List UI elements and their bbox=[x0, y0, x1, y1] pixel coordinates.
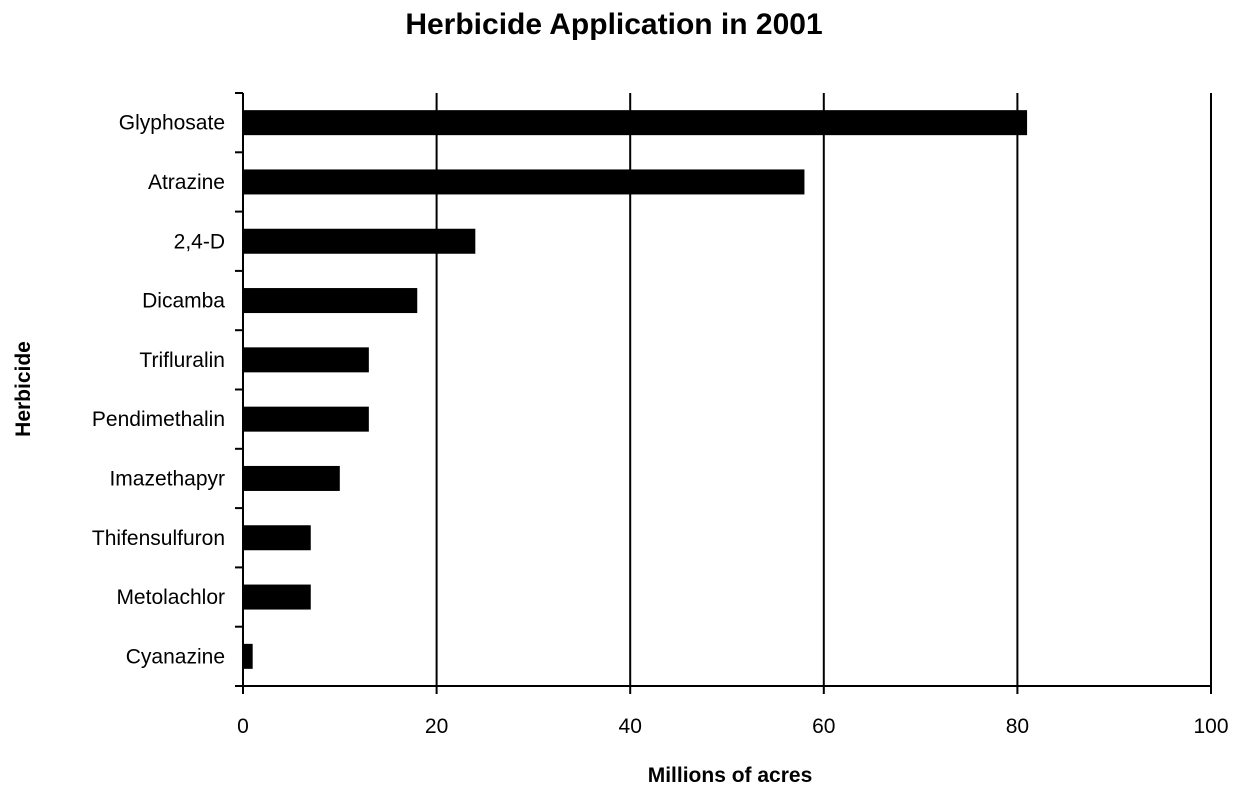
x-tick-label: 40 bbox=[619, 715, 642, 738]
bar-imazethapyr bbox=[243, 465, 340, 491]
y-axis-title: Herbicide bbox=[12, 341, 35, 437]
bar-cyanazine bbox=[243, 643, 253, 669]
y-tick-label: Metolachlor bbox=[116, 586, 225, 609]
bar-trifluralin bbox=[243, 347, 369, 373]
bar-atrazine bbox=[243, 169, 805, 195]
x-tick-label: 100 bbox=[1193, 715, 1228, 738]
y-tick-label: Dicamba bbox=[142, 290, 225, 313]
y-tick-label: 2,4-D bbox=[174, 230, 225, 253]
bar-pendimethalin bbox=[243, 406, 369, 432]
y-tick-label: Trifluralin bbox=[139, 349, 225, 372]
x-axis-title: Millions of acres bbox=[648, 764, 813, 787]
bars bbox=[243, 110, 1028, 669]
y-tick-label: Cyanazine bbox=[126, 645, 225, 668]
bar-dicamba bbox=[243, 288, 418, 314]
bar-thifensulfuron bbox=[243, 525, 311, 551]
x-tick-label: 80 bbox=[1006, 715, 1029, 738]
y-tick-label: Imazethapyr bbox=[109, 467, 225, 490]
bar-2-4-d bbox=[243, 228, 476, 254]
y-tick-label: Glyphosate bbox=[119, 112, 225, 135]
ticks: 0 20 40 60 80 100 Glyphosate Atrazine 2,4-D Dicam… bbox=[92, 92, 1229, 738]
y-tick-label: Thifensulfuron bbox=[92, 527, 225, 550]
bar-metolachlor bbox=[243, 584, 311, 610]
x-tick-label: 60 bbox=[812, 715, 835, 738]
x-tick-label: 0 bbox=[237, 715, 249, 738]
x-tick-label: 20 bbox=[425, 715, 448, 738]
bar-glyphosate bbox=[243, 110, 1028, 136]
y-tick-label: Pendimethalin bbox=[92, 408, 225, 431]
y-tick-label: Atrazine bbox=[148, 171, 225, 194]
chart-title: Herbicide Application in 2001 bbox=[405, 8, 822, 41]
